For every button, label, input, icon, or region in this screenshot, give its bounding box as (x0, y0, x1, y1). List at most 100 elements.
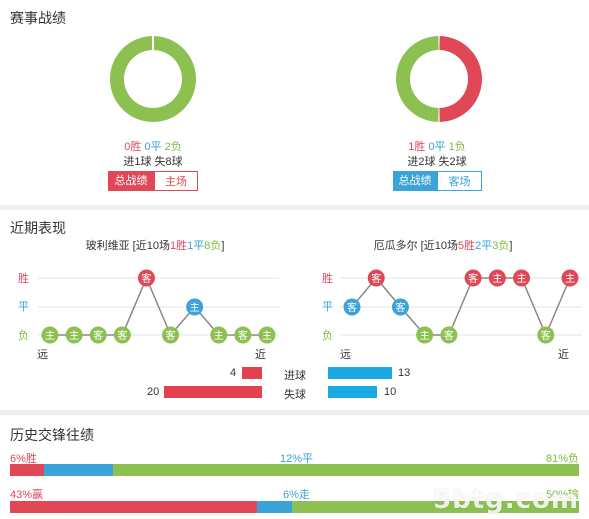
right-team-name: 厄瓜多尔 (373, 240, 418, 252)
right-loss-count: 1负 (448, 141, 466, 153)
left-summary-prefix: [近10场 (129, 240, 170, 252)
left-far-label: 远 (37, 349, 48, 361)
left-axis-draw: 平 (18, 301, 29, 313)
conceded-label: 失球 (284, 389, 306, 401)
section-title: 历史交锋往绩 (10, 427, 94, 443)
right-form-point (343, 298, 361, 316)
right-form-point (537, 326, 555, 344)
overall-record-panel: 赛事战绩 0胜 0平 2负 进1球 失8球 总战绩 主场 1胜 0平 1负 进2… (0, 0, 589, 205)
left-form-point (89, 326, 107, 344)
left-summary-losses: 8负 (204, 240, 222, 252)
left-form-point (210, 326, 228, 344)
left-form-venue-label: 客 (238, 329, 248, 342)
left-form-venue-label: 主 (190, 302, 200, 314)
left-near-label: 近 (255, 349, 266, 361)
h2h-lose-segment (291, 501, 579, 513)
right-form-point (464, 269, 482, 287)
left-form-venue-label: 客 (117, 329, 127, 342)
right-form-venue-label: 客 (395, 301, 405, 314)
left-form-venue-label: 主 (45, 330, 55, 342)
right-conceded-value: 10 (384, 386, 397, 398)
right-form-venue-label: 客 (371, 272, 381, 285)
h2h-win-label: 6%胜 (10, 453, 37, 465)
right-scored-bar (328, 367, 392, 379)
h2h-loss-label: 81%负 (545, 453, 579, 465)
left-form-line (50, 276, 267, 337)
right-form-point (488, 269, 506, 287)
recent-form-panel: 近期表现 玻利维亚 [近10场1胜1平8负] 厄瓜多尔 [近10场5胜2平3负]… (0, 210, 589, 410)
right-summary-draws: 2平 (475, 240, 493, 252)
h2h-win-segment (10, 464, 45, 476)
right-scored-value: 13 (398, 367, 411, 379)
right-near-label: 近 (558, 349, 569, 361)
left-form-point (234, 326, 252, 344)
left-loss-count: 2负 (164, 141, 182, 153)
left-form-point (186, 298, 204, 316)
left-form-venue-label: 客 (141, 272, 151, 285)
left-scored-value: 4 (230, 367, 237, 379)
left-donut-loss-slice (109, 36, 196, 122)
left-form-venue-label: 客 (166, 329, 176, 342)
right-form-venue-label: 客 (541, 329, 551, 342)
right-form-point (561, 269, 579, 287)
right-summary-wins: 5胜 (457, 240, 476, 252)
right-summary-suffix: ] (509, 240, 513, 252)
h2h-loss-segment (113, 464, 579, 476)
left-form-venue-label: 主 (69, 330, 79, 342)
left-record-donut (109, 36, 196, 122)
head-to-head-panel: 历史交锋往绩 6%胜 12%平 81%负 43%赢 6%走 50%输 5btg.… (0, 415, 589, 519)
left-conceded-bar (164, 386, 262, 398)
right-donut-loss-slice (396, 36, 439, 122)
right-axis-loss: 负 (322, 330, 333, 342)
h2h-cover-label: 43%赢 (10, 489, 44, 501)
right-record-summary: 1胜 0平 1负 (337, 138, 537, 154)
right-draw-count: 0平 (428, 141, 446, 153)
right-form-venue-label: 主 (517, 273, 527, 285)
left-win-count: 0胜 (124, 141, 142, 153)
right-form-point (513, 269, 531, 287)
left-scored-bar (242, 367, 262, 379)
left-axis-win: 胜 (18, 273, 29, 285)
left-form-title: 玻利维亚 [近10场1胜1平8负] (25, 237, 285, 253)
left-tab-overall[interactable]: 总战绩 (108, 171, 154, 191)
right-form-point (440, 326, 458, 344)
left-goals-summary: 进1球 失8球 (123, 156, 183, 168)
right-form-venue-label: 主 (420, 330, 430, 342)
left-form-venue-label: 主 (214, 330, 224, 342)
right-form-venue-label: 主 (492, 273, 502, 285)
left-summary-wins: 1胜 (169, 240, 188, 252)
left-form-point (162, 326, 180, 344)
right-axis-draw: 平 (322, 301, 333, 313)
h2h-draw-segment (44, 464, 114, 476)
right-goals-summary: 进2球 失2球 (407, 156, 467, 168)
right-form-point (416, 326, 434, 344)
right-tab-away[interactable]: 客场 (437, 171, 482, 191)
left-summary-draws: 1平 (187, 240, 205, 252)
left-tab-home[interactable]: 主场 (154, 171, 198, 191)
right-tab-overall[interactable]: 总战绩 (393, 171, 437, 191)
h2h-lose-label: 50%输 (545, 489, 579, 501)
h2h-draw-label: 12%平 (280, 453, 314, 465)
right-form-line (351, 276, 571, 337)
left-form-point (41, 326, 59, 344)
left-form-point (258, 326, 276, 344)
h2h-handicap-bar (10, 501, 579, 513)
right-form-point (391, 298, 409, 316)
left-record-summary: 0胜 0平 2负 (53, 138, 253, 154)
left-form-point (113, 326, 131, 344)
right-form-venue-label: 主 (565, 273, 575, 285)
left-axis-loss: 负 (18, 330, 29, 342)
right-donut-win-slice (439, 36, 482, 122)
right-form-venue-label: 客 (347, 301, 357, 314)
right-summary-losses: 3负 (492, 240, 510, 252)
section-title: 近期表现 (10, 220, 66, 236)
left-form-venue-label: 主 (262, 330, 272, 342)
right-form-venue-label: 客 (468, 272, 478, 285)
left-summary-suffix: ] (221, 240, 225, 252)
left-form-point (137, 269, 155, 287)
right-summary-prefix: [近10场 (417, 240, 458, 252)
left-conceded-value: 20 (147, 386, 160, 398)
right-form-venue-label: 客 (444, 329, 454, 342)
left-draw-count: 0平 (144, 141, 162, 153)
right-form-point (367, 269, 385, 287)
